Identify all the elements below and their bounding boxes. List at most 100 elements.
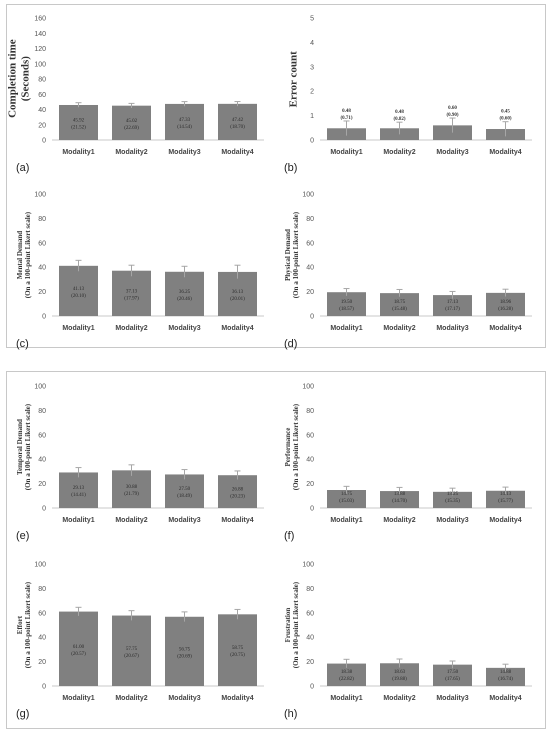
data-label-sd: (14.54) [177,125,192,130]
bar [486,490,525,508]
data-label-sd: (19.88) [392,677,407,682]
y-tick-label: 0 [42,138,46,145]
y-tick-label: 3 [310,64,314,71]
data-label-mean: 13.88 [394,492,406,497]
x-tick-label: Modality2 [115,517,147,524]
y-tick-label: 40 [38,107,46,114]
y-tick-label: 40 [38,265,46,272]
x-tick-label: Modality1 [62,149,94,156]
y-tick-label: 100 [34,61,46,68]
chart-svg: 0 20 40 60 80 100 29.13 (14.41) Modality1 30.88 (2… [34,384,264,524]
data-label-sd: (15.35) [445,499,460,504]
x-tick-label: Modality4 [489,325,521,332]
bar [59,611,98,686]
x-tick-label: Modality3 [436,325,468,332]
y-tick-label: 60 [306,240,314,247]
y-tick-label: 0 [310,684,314,691]
data-label-sd: (15.03) [339,499,354,504]
bar [165,474,204,508]
data-label-sd: (0.60) [499,117,511,122]
error-bar [502,486,509,495]
x-tick-label: Modality4 [221,149,253,156]
data-label-mean: 13.25 [447,492,459,497]
bar [165,103,204,140]
data-label-mean: 18.75 [394,300,406,305]
data-label-sd: (14.41) [71,493,86,498]
x-tick-label: Modality4 [489,149,521,156]
chart-panel: 0 20 40 60 80 100 120 140 160 45.92 (21.52) Modalit… [7,10,276,182]
y-tick-label: 40 [306,635,314,642]
x-tick-label: Modality1 [330,695,362,702]
data-label-sd: (22.69) [124,126,139,131]
data-label-mean: 19.50 [341,300,353,305]
data-label-mean: 0.60 [448,106,457,111]
error-bar [128,610,135,621]
data-label-mean: 61.00 [73,645,85,650]
data-label-mean: 41.13 [73,287,85,292]
y-tick-label: 100 [302,384,314,391]
data-label-sd: (21.52) [71,125,86,130]
error-bar [234,101,241,107]
y-axis-label: Completion time (Seconds) [7,14,32,144]
error-bar [449,290,456,299]
data-label-mean: 0.48 [342,109,351,114]
y-axis-label-line: (On a 100-point Likert scale) [23,581,32,669]
y-tick-label: 40 [306,457,314,464]
data-label-sd: (21.79) [124,492,139,497]
y-tick-label: 100 [302,192,314,199]
x-tick-label: Modality4 [221,325,253,332]
chart-panel: 0 20 40 60 80 100 61.00 (20.57) Modality1 57.75 (2… [12,556,276,728]
data-label-mean: 18.96 [500,300,512,305]
y-axis-label-line: Error count [287,50,300,108]
bar [327,663,366,686]
y-tick-label: 0 [42,314,46,321]
error-bar [343,120,350,136]
y-tick-label: 20 [306,289,314,296]
bar [486,292,525,316]
y-tick-label: 60 [38,240,46,247]
y-axis-label: Effort (On a 100-point Likert scale) [16,560,32,690]
chart-panel: 0 20 40 60 80 100 29.13 (14.41) Modality1 30.88 (2… [12,378,276,550]
chart-panel: 0 20 40 60 80 100 19.50 (18.57) Modality1 18.75 (1… [280,186,544,358]
bar [433,295,472,316]
data-label-sd: (16.28) [498,307,513,312]
x-tick-label: Modality2 [115,149,147,156]
y-tick-label: 20 [306,481,314,488]
bar [218,614,257,686]
error-bar [128,464,135,476]
y-tick-label: 100 [34,384,46,391]
data-label-mean: 36.13 [232,290,244,295]
data-label-sd: (14.70) [392,499,407,504]
error-bar [75,467,82,478]
bar [59,265,98,316]
x-tick-label: Modality1 [62,695,94,702]
y-tick-label: 20 [38,122,46,129]
y-axis-label: Frustration (On a 100-point Likert scale) [284,560,300,690]
y-tick-label: 0 [42,684,46,691]
bar [112,615,151,686]
x-tick-label: Modality1 [62,517,94,524]
error-bar [234,470,241,480]
y-tick-label: 80 [306,216,314,223]
y-tick-label: 20 [38,659,46,666]
y-tick-label: 60 [38,610,46,617]
chart-svg: 0 1 2 3 4 5 0.48 (0.71) Modality1 0.48 (0.82) Modal… [310,16,532,156]
panel-label: (a) [16,162,30,174]
panel-label: (f) [284,530,295,542]
data-label-sd: (16.74) [498,677,513,682]
data-label-mean: 37.13 [126,289,138,294]
data-label-sd: (20.23) [230,495,245,500]
error-bar [128,264,135,277]
panel-label: (c) [16,338,29,350]
error-bar [343,658,350,668]
x-tick-label: Modality2 [383,325,415,332]
chart-svg: 0 20 40 60 80 100 18.38 (22.82) Modality1 18.63 (1… [302,562,532,702]
y-axis-label-line: Mental Demand [15,230,24,280]
error-bar [181,469,188,480]
x-tick-label: Modality4 [489,517,521,524]
data-label-sd: (20.57) [71,652,86,657]
x-tick-label: Modality1 [330,149,362,156]
y-axis-label: Physical Demand (On a 100-point Likert sc… [284,190,300,320]
panel-label: (d) [284,338,298,350]
y-tick-label: 160 [34,16,46,23]
